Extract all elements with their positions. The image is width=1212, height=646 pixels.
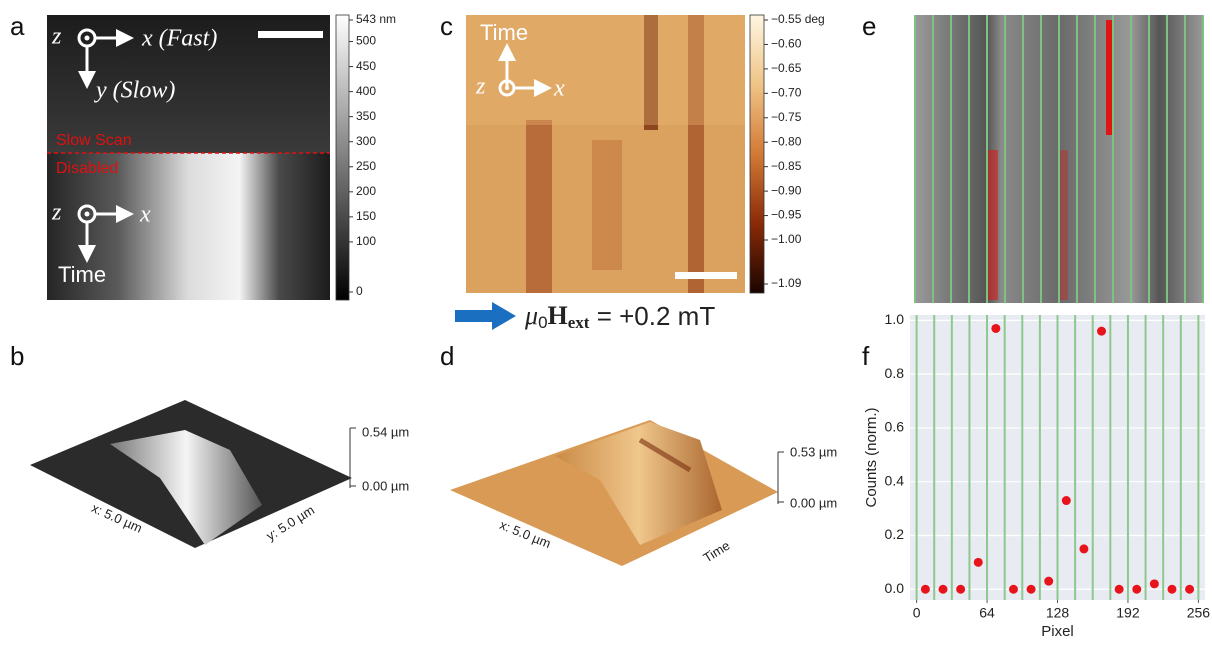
colorbar-tick-label: −0.70 xyxy=(771,86,802,100)
panel-label: a xyxy=(10,11,25,41)
surface-d xyxy=(450,420,784,566)
point xyxy=(1009,585,1018,594)
annotation: y (Slow) xyxy=(94,78,175,104)
y-axis-label: Counts (norm.) xyxy=(863,407,880,507)
colorbar-tick-label: 0 xyxy=(356,284,363,298)
point xyxy=(1027,585,1036,594)
z-tick-label: 0.00 µm xyxy=(790,495,837,510)
point xyxy=(1132,585,1141,594)
y-tick-label: 0.0 xyxy=(885,580,905,596)
point xyxy=(956,585,965,594)
colorbar-tick-label: 150 xyxy=(356,209,376,223)
colorbar-tick-label: 450 xyxy=(356,59,376,73)
panel-label: f xyxy=(862,341,870,371)
point xyxy=(939,585,948,594)
colorbar-tick-label: 200 xyxy=(356,184,376,198)
annotation: Time xyxy=(58,262,106,287)
x-axis-label: Pixel xyxy=(1041,623,1074,640)
colorbar-tick-label: −1.09 xyxy=(771,276,802,290)
colorbar-tick-label: −1.00 xyxy=(771,232,802,246)
image-a xyxy=(47,15,330,300)
point xyxy=(1097,327,1106,336)
annotation: x (Fast) xyxy=(141,26,217,52)
colorbar-tick-label: −0.75 xyxy=(771,110,802,124)
annotation: z xyxy=(51,24,62,50)
point xyxy=(1079,544,1088,553)
colorbar xyxy=(336,15,349,300)
colorbar-tick-label: −0.60 xyxy=(771,37,802,51)
colorbar-tick-label: 300 xyxy=(356,134,376,148)
y-tick-label: 0.4 xyxy=(885,472,905,488)
colorbar-tick-label: −0.80 xyxy=(771,134,802,148)
point xyxy=(1150,579,1159,588)
panel-label: c xyxy=(440,11,453,41)
colorbar-tick-label: −0.85 xyxy=(771,159,802,173)
x-tick-label: 64 xyxy=(979,605,995,621)
point xyxy=(1167,585,1176,594)
colorbar-tick-label: 400 xyxy=(356,84,376,98)
annotation: Time xyxy=(480,20,528,45)
annotation: Disabled xyxy=(56,160,118,177)
colorbar-tick-label: 100 xyxy=(356,234,376,248)
panel-label: e xyxy=(862,11,876,41)
point xyxy=(974,558,983,567)
x-tick-label: 0 xyxy=(913,605,921,621)
annotation: Slow Scan xyxy=(56,132,132,149)
colorbar-tick-label: −0.55 deg xyxy=(771,12,825,26)
panel-label: b xyxy=(10,341,24,371)
annotation: x xyxy=(553,76,565,102)
z-tick-label: 0.53 µm xyxy=(790,444,837,459)
point xyxy=(1185,585,1194,594)
x-tick-label: 128 xyxy=(1046,605,1070,621)
image-c xyxy=(466,15,745,293)
point xyxy=(991,324,1000,333)
figure: a b c d e f z x (Fast) y (Slow) Slow Sca… xyxy=(0,0,1212,646)
image-e xyxy=(915,15,1203,303)
y-tick-label: 1.0 xyxy=(885,311,905,327)
colorbar xyxy=(750,15,764,293)
y-tick-label: 0.6 xyxy=(885,419,905,435)
axis-label: Time xyxy=(700,538,732,566)
z-tick-label: 0.00 µm xyxy=(362,478,409,493)
annotation: z xyxy=(475,74,486,100)
panel-label: d xyxy=(440,341,454,371)
colorbar-tick-label: 500 xyxy=(356,34,376,48)
point xyxy=(1062,496,1071,505)
point xyxy=(1115,585,1124,594)
field-arrow xyxy=(455,302,516,330)
x-tick-label: 256 xyxy=(1187,605,1211,621)
y-tick-label: 0.2 xyxy=(885,526,905,542)
x-tick-label: 192 xyxy=(1116,605,1140,621)
colorbar-tick-label: 350 xyxy=(356,109,376,123)
point xyxy=(921,585,930,594)
annotation: x xyxy=(139,202,151,228)
colorbar-tick-label: −0.65 xyxy=(771,61,802,75)
colorbar-tick-label: −0.95 xyxy=(771,208,802,222)
colorbar-tick-label: −0.90 xyxy=(771,183,802,197)
colorbar-tick-label: 250 xyxy=(356,159,376,173)
surface-b xyxy=(30,400,356,548)
z-tick-label: 0.54 µm xyxy=(362,424,409,439)
point xyxy=(1044,577,1053,586)
field-label: μ0Hext = +0.2 mT xyxy=(524,301,715,333)
colorbar-tick-label: 543 nm xyxy=(356,12,396,26)
y-tick-label: 0.8 xyxy=(885,365,905,381)
annotation: z xyxy=(51,200,62,226)
